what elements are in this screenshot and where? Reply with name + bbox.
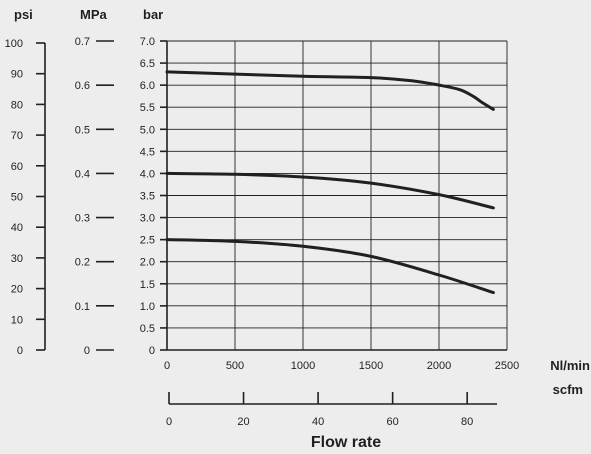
psi-tick-label: 100	[5, 38, 23, 50]
psi-tick-label: 50	[11, 192, 23, 204]
nlmin-tick-label: 1500	[359, 360, 383, 372]
bar-tick-label: 7.0	[140, 36, 155, 48]
mpa-tick-label: 0.6	[75, 80, 90, 92]
bar-tick-label: 3.0	[140, 213, 155, 225]
psi-tick-label: 10	[11, 314, 23, 326]
mpa-tick-label: 0.1	[75, 301, 90, 313]
scfm-tick-label: 40	[312, 416, 324, 428]
nlmin-tick-label: 0	[164, 360, 170, 372]
pressure-curve-3	[165, 238, 495, 295]
bar-tick-label: 1.5	[140, 279, 155, 291]
mpa-tick-label: 0.7	[75, 36, 90, 48]
bar-tick-label: 6.0	[140, 80, 155, 92]
bar-tick-label: 1.0	[140, 301, 155, 313]
bar-tick-label: 0	[149, 345, 155, 357]
psi-tick-label: 70	[11, 130, 23, 142]
bar-tick-label: 3.5	[140, 191, 155, 203]
nlmin-tick-label: 1000	[291, 360, 315, 372]
psi-tick-label: 60	[11, 161, 23, 173]
bar-tick-label: 0.5	[140, 323, 155, 335]
mpa-tick-label: 0	[84, 345, 90, 357]
psi-tick-label: 0	[17, 345, 23, 357]
psi-tick-label: 80	[11, 99, 23, 111]
bar-tick-label: 6.5	[140, 58, 155, 70]
x-axis-title: Flow rate	[311, 434, 381, 451]
bar-tick-label: 4.0	[140, 168, 155, 180]
scfm-tick-label: 60	[387, 416, 399, 428]
mpa-tick-label: 0.3	[75, 213, 90, 225]
psi-tick-label: 20	[11, 284, 23, 296]
labels-layer: 0 0.5 1.0 1.5 2.0 2.5 3.0 3.5 4.0 4.5 5.0 5.5 6.0 6.5…	[5, 7, 590, 428]
nlmin-axis-unit: Nl/min	[550, 358, 590, 373]
mpa-tick-label: 0.2	[75, 257, 90, 269]
psi-tick-label: 30	[11, 253, 23, 265]
scfm-tick-label: 20	[237, 416, 249, 428]
nlmin-tick-label: 500	[226, 360, 244, 372]
pressure-curve-2	[165, 171, 495, 210]
bar-axis-unit: bar	[143, 7, 163, 22]
psi-tick-label: 90	[11, 69, 23, 81]
bar-tick-label: 2.5	[140, 235, 155, 247]
nlmin-tick-label: 2500	[495, 360, 519, 372]
scfm-axis-unit: scfm	[553, 382, 583, 397]
mpa-tick-label: 0.4	[75, 168, 90, 180]
pressure-curve-1	[165, 70, 495, 111]
curves-layer	[165, 70, 495, 295]
psi-tick-label: 40	[11, 222, 23, 234]
axes-layer	[36, 40, 507, 405]
scfm-tick-label: 0	[166, 416, 172, 428]
bar-tick-label: 5.5	[140, 102, 155, 114]
bar-tick-label: 2.0	[140, 257, 155, 269]
bar-tick-label: 4.5	[140, 146, 155, 158]
mpa-axis-unit: MPa	[80, 7, 108, 22]
mpa-tick-label: 0.5	[75, 124, 90, 136]
psi-axis-unit: psi	[14, 7, 33, 22]
nlmin-tick-label: 2000	[427, 360, 451, 372]
bar-tick-label: 5.0	[140, 124, 155, 136]
scfm-tick-label: 80	[461, 416, 473, 428]
